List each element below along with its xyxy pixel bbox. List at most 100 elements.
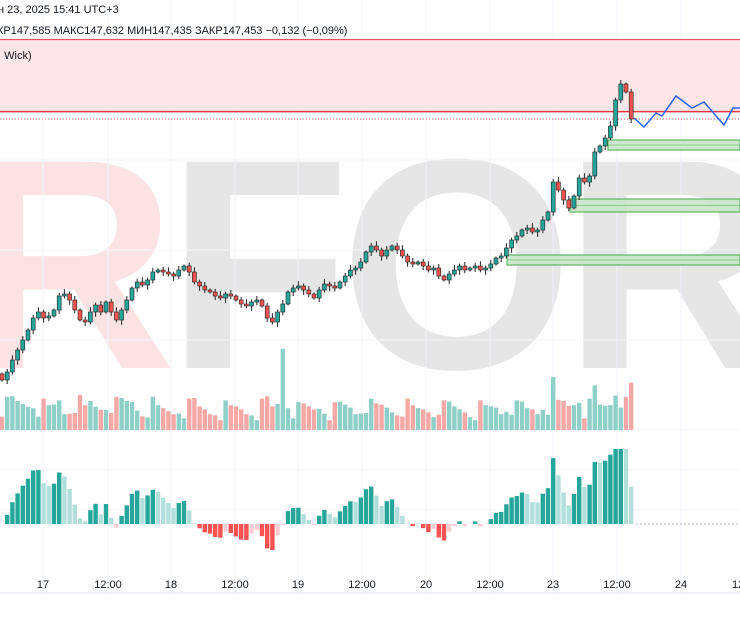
volume-bar bbox=[327, 420, 332, 430]
candle bbox=[223, 293, 228, 299]
candle bbox=[88, 311, 93, 323]
histogram-bar bbox=[623, 449, 629, 524]
candle bbox=[504, 247, 509, 257]
volume-bar bbox=[0, 416, 5, 430]
candle bbox=[166, 271, 171, 275]
volume-bar bbox=[514, 400, 519, 430]
histogram-bar bbox=[67, 488, 72, 524]
histogram-bar bbox=[275, 524, 280, 536]
candle bbox=[441, 275, 447, 281]
volume-bar bbox=[337, 401, 343, 430]
candle bbox=[140, 281, 145, 286]
volume-bar bbox=[135, 410, 140, 430]
histogram-bar bbox=[181, 500, 187, 524]
candle bbox=[519, 229, 525, 237]
histogram-bar bbox=[389, 499, 395, 524]
candle bbox=[36, 311, 41, 319]
candle bbox=[540, 219, 546, 231]
candle bbox=[25, 329, 31, 341]
ohlc-legend: КР147,585 МАКС147,632 МИН147,435 ЗАКР147… bbox=[0, 25, 348, 37]
volume-bar bbox=[280, 348, 285, 430]
volume-bar bbox=[525, 408, 530, 430]
volume-bar bbox=[114, 396, 119, 430]
volume-bar bbox=[421, 409, 426, 430]
candle bbox=[311, 293, 317, 299]
volume-bar bbox=[389, 412, 395, 430]
histogram-bar bbox=[587, 484, 592, 524]
volume-bar bbox=[582, 418, 587, 430]
volume-bar bbox=[296, 402, 301, 430]
candle bbox=[561, 189, 566, 201]
histogram-bar bbox=[540, 493, 545, 524]
candle bbox=[290, 287, 296, 293]
candle bbox=[452, 269, 457, 275]
candle bbox=[15, 349, 20, 361]
candle bbox=[363, 251, 369, 263]
volume-bar bbox=[530, 409, 535, 430]
volume-bar bbox=[20, 404, 25, 430]
volume-bar bbox=[155, 405, 161, 430]
candle bbox=[244, 303, 249, 307]
volume-bar bbox=[98, 409, 103, 430]
histogram-bar bbox=[374, 495, 379, 524]
volume-bar bbox=[67, 413, 72, 430]
candle bbox=[176, 269, 182, 277]
histogram-bar bbox=[77, 518, 83, 524]
volume-bar bbox=[140, 416, 145, 430]
volume-bar bbox=[483, 405, 488, 430]
histogram-bar bbox=[20, 485, 25, 524]
histogram-bar bbox=[363, 489, 369, 524]
histogram-bar bbox=[72, 504, 77, 524]
volume-bar bbox=[10, 396, 15, 430]
histogram-bar bbox=[337, 511, 343, 524]
candle bbox=[608, 125, 613, 139]
histogram-bar bbox=[400, 515, 405, 524]
candle bbox=[67, 293, 72, 301]
candle bbox=[160, 269, 166, 273]
candle bbox=[20, 339, 26, 351]
volume-bar bbox=[166, 411, 171, 430]
histogram-bar bbox=[218, 524, 223, 538]
time-axis-tick: 19 bbox=[291, 579, 305, 591]
candle bbox=[405, 255, 410, 263]
histogram-bar bbox=[119, 515, 124, 524]
volume-bar bbox=[57, 400, 62, 430]
volume-bar bbox=[571, 405, 577, 430]
histogram-bar bbox=[135, 490, 140, 524]
volume-bar bbox=[103, 410, 109, 430]
histogram-bar bbox=[603, 460, 608, 524]
candle bbox=[119, 309, 124, 321]
candle bbox=[171, 273, 176, 277]
candle bbox=[108, 301, 114, 313]
candle bbox=[0, 373, 5, 381]
candle bbox=[597, 145, 603, 153]
volume-bar bbox=[493, 407, 499, 430]
candle bbox=[41, 311, 46, 319]
time-axis-tick: 12:00 bbox=[476, 579, 504, 591]
volume-bar bbox=[566, 405, 571, 430]
candle bbox=[93, 304, 98, 313]
candle bbox=[51, 309, 57, 317]
indicator-legend: , Wick) bbox=[0, 50, 32, 62]
histogram-bar bbox=[140, 498, 145, 524]
histogram-bar bbox=[571, 493, 577, 524]
candle bbox=[218, 295, 223, 299]
candle bbox=[186, 265, 192, 273]
candle bbox=[181, 265, 187, 271]
volume-bar bbox=[25, 407, 31, 430]
histogram-bar bbox=[15, 493, 20, 524]
candle bbox=[628, 91, 634, 120]
volume-bar bbox=[545, 414, 551, 430]
candle bbox=[62, 293, 67, 297]
candle bbox=[353, 267, 358, 271]
candle bbox=[535, 229, 540, 233]
histogram-bar bbox=[223, 524, 228, 532]
candle bbox=[400, 249, 405, 257]
candle bbox=[249, 301, 254, 307]
histogram-bar bbox=[41, 483, 46, 524]
time-axis-tick: 18 bbox=[164, 579, 178, 591]
volume-bar bbox=[405, 398, 410, 430]
volume-bar bbox=[332, 402, 337, 430]
candle bbox=[587, 175, 592, 183]
